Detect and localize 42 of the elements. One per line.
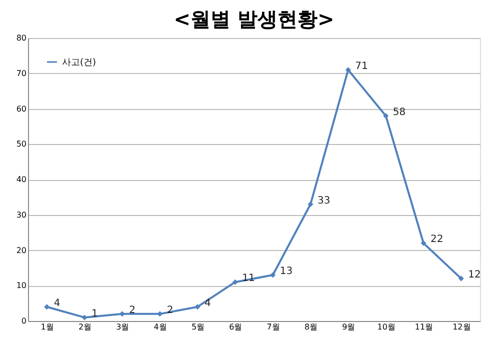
- x-tick-label: 2월: [78, 322, 92, 332]
- point: [383, 113, 389, 119]
- x-tick-label: 7월: [266, 322, 280, 332]
- x-tick-label: 3월: [116, 322, 130, 332]
- point: [157, 311, 163, 317]
- x-tick-label: 1월: [40, 322, 54, 332]
- y-tick-label: 60: [16, 104, 26, 114]
- x-tick-label: 9월: [342, 322, 356, 332]
- y-tick-label: 10: [16, 281, 26, 290]
- data-label: 4: [54, 298, 60, 309]
- x-tick-label: 8월: [304, 322, 318, 332]
- data-label: 2: [129, 304, 136, 316]
- data-label: 22: [430, 234, 444, 246]
- chart-title: <월별 발생현황>: [174, 7, 334, 31]
- point: [232, 279, 238, 285]
- data-label: 58: [392, 106, 406, 118]
- y-tick-label: 50: [16, 140, 26, 149]
- point: [458, 276, 464, 282]
- y-tick-label: 40: [16, 175, 26, 184]
- y-tick-label: 70: [16, 68, 26, 78]
- point: [194, 304, 200, 310]
- data-label: 4: [204, 298, 211, 309]
- data-label: 13: [280, 266, 293, 278]
- x-tick-label: 4월: [154, 322, 167, 332]
- data-label: 12: [468, 270, 481, 281]
- y-tick-label: 30: [16, 210, 26, 220]
- x-tick-label: 11월: [414, 322, 434, 332]
- point: [82, 314, 88, 320]
- point: [420, 240, 426, 246]
- point: [44, 304, 50, 310]
- y-tick-label: 20: [16, 246, 26, 255]
- point: [345, 67, 351, 73]
- data-label: 33: [318, 195, 330, 206]
- point: [270, 272, 276, 278]
- x-tick-label: 5월: [191, 322, 205, 332]
- data-label: 71: [355, 60, 368, 72]
- x-tick-label: 10월: [377, 322, 396, 332]
- y-tick-label: 0: [21, 316, 26, 326]
- y-tick-label: 80: [16, 34, 26, 42]
- x-tick-label: 6월: [229, 322, 242, 332]
- legend-label: 사고(건): [62, 58, 96, 68]
- x-tick-label: 12월: [452, 322, 471, 332]
